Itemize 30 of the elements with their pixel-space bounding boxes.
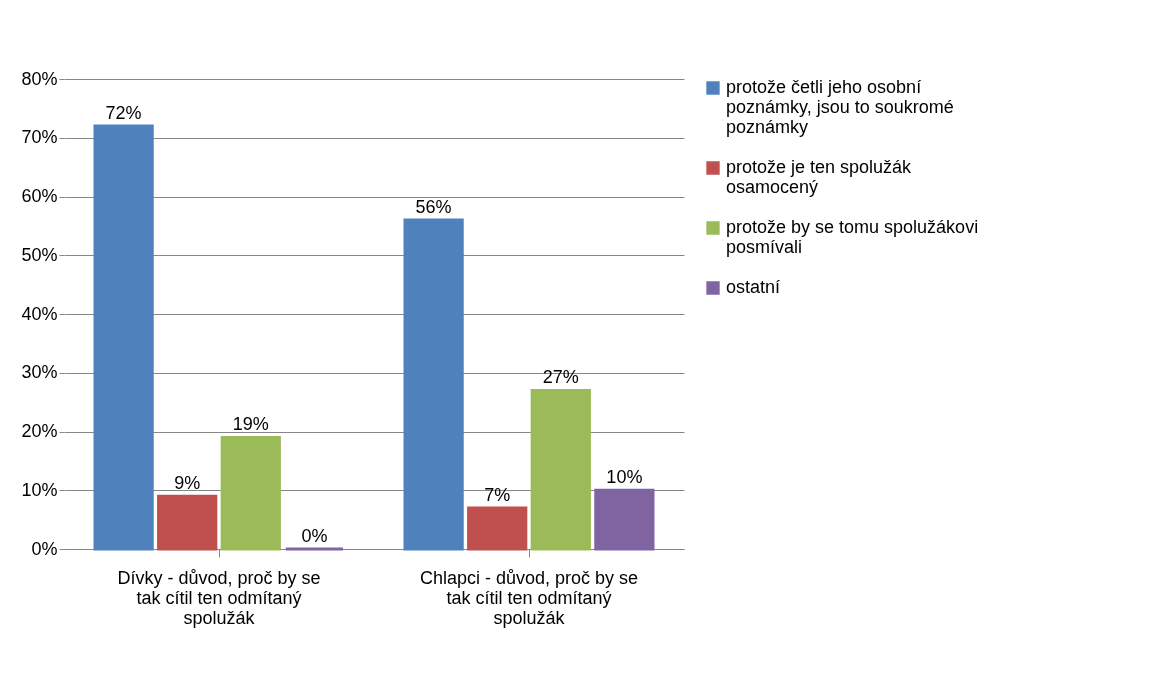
y-tick-label: 70% bbox=[21, 127, 58, 148]
data-label: 7% bbox=[484, 484, 511, 505]
data-label: 9% bbox=[174, 473, 201, 494]
y-tick-label: 30% bbox=[21, 362, 58, 383]
y-tick-label: 10% bbox=[21, 479, 58, 500]
bar bbox=[403, 218, 464, 551]
bar bbox=[467, 506, 528, 551]
y-tick-label: 50% bbox=[21, 244, 58, 265]
bar bbox=[220, 435, 281, 551]
data-label: 0% bbox=[301, 526, 328, 546]
bar bbox=[93, 124, 154, 551]
legend-label: protože četli jeho osobní poznámky, jsou to soukromé poznámky bbox=[726, 77, 954, 137]
bar bbox=[530, 388, 591, 551]
x-tick-label: Chlapci - důvod, proč by se tak cítil ten odmítaný spolužák bbox=[419, 567, 639, 628]
y-tick-label: 20% bbox=[21, 421, 58, 441]
x-tick-label: Dívky - důvod, proč by se tak cítil ten odmítaný spolužák bbox=[117, 567, 321, 628]
legend-label: protože by se tomu spolužákovi posmívali bbox=[726, 217, 979, 257]
legend-label: protože je ten spolužák osamocený bbox=[726, 157, 913, 197]
data-label: 56% bbox=[415, 197, 452, 217]
y-tick-label: 0% bbox=[31, 538, 58, 559]
legend-label: ostatní bbox=[726, 277, 781, 297]
bar bbox=[594, 488, 655, 551]
y-tick-label: 80% bbox=[21, 68, 58, 89]
y-tick-label: 60% bbox=[21, 186, 58, 206]
data-label: 10% bbox=[606, 467, 643, 488]
bar bbox=[157, 494, 218, 551]
data-label: 72% bbox=[105, 103, 142, 123]
data-label: 27% bbox=[542, 367, 579, 388]
data-label: 19% bbox=[232, 414, 269, 435]
y-tick-label: 40% bbox=[21, 303, 58, 324]
